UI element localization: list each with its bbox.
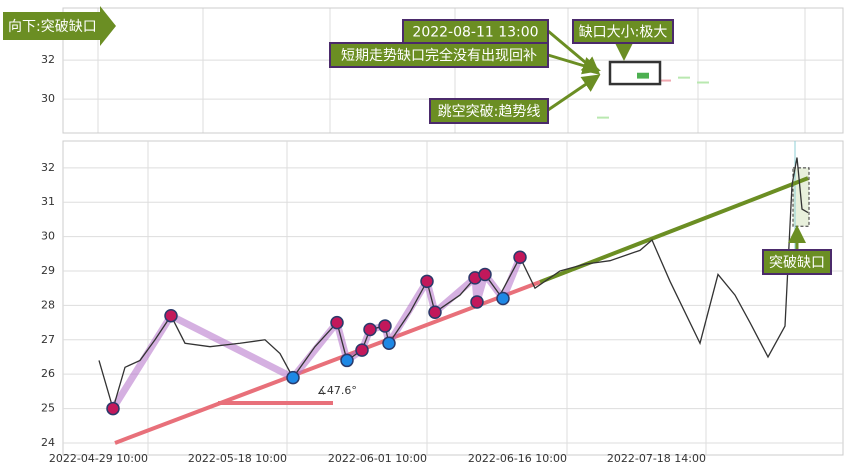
panel-frame bbox=[62, 140, 844, 456]
pivot-marker bbox=[363, 322, 377, 337]
candle bbox=[659, 79, 671, 82]
pivot-marker bbox=[496, 291, 510, 306]
y-tick-label: 30 bbox=[41, 230, 55, 243]
candle bbox=[697, 81, 709, 84]
annotation-text: 2022-08-11 13:00 bbox=[412, 25, 538, 41]
y-tick-label: 27 bbox=[41, 333, 55, 346]
annotation-text: 突破缺口 bbox=[769, 255, 825, 271]
pivot-marker bbox=[420, 274, 434, 289]
annotation-arrow bbox=[547, 53, 601, 75]
annotation-box bbox=[572, 19, 674, 44]
x-tick-label: 2022-06-16 10:00 bbox=[468, 452, 567, 465]
annotation-box bbox=[329, 42, 549, 68]
y-tick-label: 28 bbox=[41, 298, 55, 311]
pivot-marker bbox=[340, 353, 354, 368]
pivot-marker bbox=[382, 336, 396, 350]
x-tick-label: 2022-04-29 10:00 bbox=[49, 452, 148, 465]
annotation-text: 跳空突破:趋势线 bbox=[438, 104, 541, 120]
annotation-text: 短期走势缺口完全没有出现回补 bbox=[341, 47, 537, 64]
angle-label: ∡47.6° bbox=[317, 384, 357, 397]
price-line bbox=[98, 157, 809, 411]
x-tick-label: 2022-06-01 10:00 bbox=[328, 452, 427, 465]
y-tick-label: 32 bbox=[41, 161, 55, 174]
candle bbox=[637, 72, 649, 79]
panel-frame bbox=[62, 7, 844, 134]
y-tick-label: 31 bbox=[41, 195, 55, 208]
annotation-box bbox=[429, 98, 549, 124]
pivot-marker bbox=[378, 319, 392, 333]
pivot-marker bbox=[330, 315, 344, 330]
pivot-marker bbox=[428, 305, 442, 320]
gap-box bbox=[608, 60, 662, 86]
candle bbox=[678, 76, 690, 79]
pivot-marker bbox=[513, 250, 527, 264]
x-tick-label: 2022-07-18 14:00 bbox=[607, 452, 706, 465]
pivot-marker bbox=[164, 308, 178, 323]
chart-title: 向下:突破缺口 bbox=[8, 19, 97, 35]
y-tick-label: 29 bbox=[41, 264, 55, 277]
title-badge bbox=[3, 6, 116, 46]
annotation-text: 缺口大小:极大 bbox=[579, 25, 668, 41]
candle bbox=[597, 116, 609, 119]
pivot-marker bbox=[470, 295, 484, 309]
y-tick-label: 24 bbox=[41, 436, 55, 449]
y-tick-label: 25 bbox=[41, 402, 55, 415]
y-tick-label: 32 bbox=[41, 53, 55, 66]
y-tick-label: 26 bbox=[41, 367, 55, 380]
x-tick-label: 2022-05-18 10:00 bbox=[188, 452, 287, 465]
pivot-marker bbox=[106, 401, 120, 416]
pivot-marker bbox=[478, 267, 492, 282]
pivot-marker bbox=[355, 343, 369, 357]
pivot-marker bbox=[286, 370, 300, 385]
annotation-box bbox=[762, 249, 832, 275]
y-tick-label: 30 bbox=[41, 92, 55, 105]
annotation-arrow bbox=[547, 74, 601, 112]
trend-line bbox=[114, 280, 541, 445]
